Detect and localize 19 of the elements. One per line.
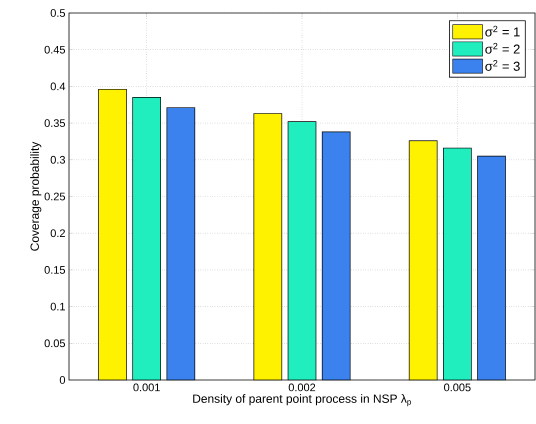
- y-tick-label: 0.5: [50, 9, 66, 17]
- y-tick-label: 0.15: [44, 266, 66, 274]
- y-tick-label: 0.3: [50, 156, 65, 164]
- y-tick-label: 0.25: [44, 192, 66, 200]
- x-tick-label: 0.002: [288, 384, 316, 392]
- y-tick-label: 0.45: [44, 46, 66, 54]
- legend-label: σ$^{2}$ = 3: [485, 60, 520, 71]
- x-tick-label: 0.001: [133, 384, 160, 392]
- x-tick-label: 0.005: [444, 384, 471, 392]
- y-tick-label: 0.05: [44, 339, 66, 348]
- y-axis-title: Coverage probability: [30, 142, 42, 251]
- y-tick-label: 0.2: [50, 229, 65, 238]
- y-tick-label: 0: [60, 376, 66, 384]
- y-tick-label: 0.4: [50, 82, 66, 90]
- x-axis-title: Density of parent point process in NSP λ$_{p}$: [193, 394, 411, 406]
- y-tick-label: 0.35: [44, 119, 66, 127]
- legend-label: σ$^{2}$ = 1: [485, 26, 520, 37]
- legend-label: σ$^{2}$ = 2: [485, 42, 520, 54]
- y-tick-label: 0.1: [50, 302, 65, 310]
